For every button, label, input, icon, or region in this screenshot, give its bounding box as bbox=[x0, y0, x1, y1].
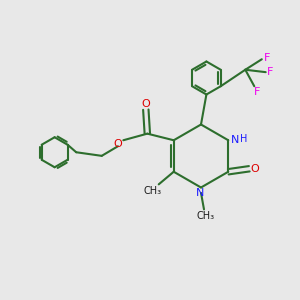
Text: N: N bbox=[196, 188, 205, 198]
Text: F: F bbox=[267, 67, 274, 77]
Text: N: N bbox=[231, 135, 239, 145]
Text: F: F bbox=[254, 87, 260, 97]
Text: F: F bbox=[263, 53, 270, 63]
Text: CH₃: CH₃ bbox=[196, 211, 214, 221]
Text: O: O bbox=[250, 164, 259, 174]
Text: H: H bbox=[240, 134, 247, 144]
Text: CH₃: CH₃ bbox=[144, 186, 162, 196]
Text: O: O bbox=[113, 139, 122, 149]
Text: O: O bbox=[141, 99, 150, 109]
